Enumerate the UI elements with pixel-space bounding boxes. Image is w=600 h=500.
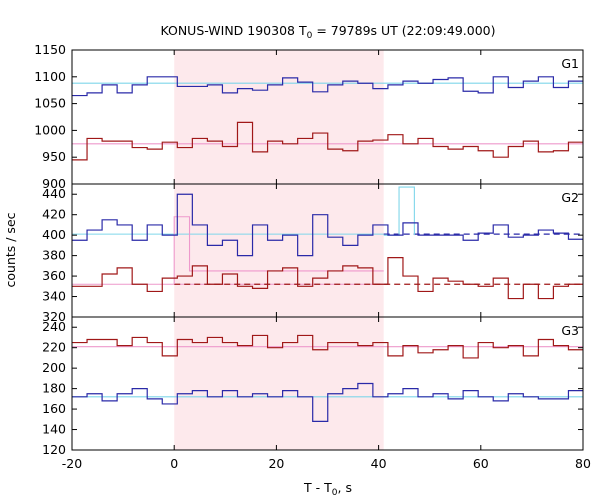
y-axis-label: counts / sec xyxy=(3,212,18,287)
panel-frame xyxy=(71,316,584,451)
y-tick-label: 120 xyxy=(42,442,66,457)
panel-g2: 320 340 360 380 400 420 440 G2 xyxy=(42,183,584,324)
y-tick-label: 180 xyxy=(42,381,66,396)
chart-title: KONUS-WIND 190308 T0 = 79789s UT (22:09:… xyxy=(160,23,495,41)
y-tick-label: 1000 xyxy=(34,122,66,137)
y-tick-label: 340 xyxy=(42,289,66,304)
y-tick-label: 360 xyxy=(42,268,66,283)
panel-plot-area xyxy=(72,334,583,422)
series-blue-step-line xyxy=(72,382,583,422)
series-blue-step-line xyxy=(72,193,583,257)
panel-g3: 120 140 160 180 200 220 240 G3 xyxy=(42,316,584,457)
y-tick-label: 420 xyxy=(42,207,66,222)
y-tick-label: 440 xyxy=(42,186,66,201)
y-tick-label: 900 xyxy=(42,176,66,191)
step-annotation-0 xyxy=(173,216,384,285)
panel-label: G3 xyxy=(561,323,579,338)
y-tick-label: 320 xyxy=(42,309,66,324)
chart-title-suffix: = 79789s UT (22:09:49.000) xyxy=(312,23,495,38)
y-tick-label: 1050 xyxy=(34,96,66,111)
x-axis-label-subscript: 0 xyxy=(332,488,338,498)
y-tick-label: 950 xyxy=(42,149,66,164)
series-red-step-line xyxy=(72,257,583,300)
y-tick-label: 200 xyxy=(42,360,66,375)
x-tick-label: 20 xyxy=(268,456,284,471)
y-tick-label: 240 xyxy=(42,319,66,334)
y-tick-label: 380 xyxy=(42,248,66,263)
x-tick-label: 40 xyxy=(371,456,387,471)
panel-plot-area xyxy=(72,186,583,300)
x-axis-label-prefix: T - T xyxy=(303,480,332,495)
x-axis-label: T - T0, s xyxy=(303,480,352,498)
y-tick-label: 1100 xyxy=(34,69,66,84)
chart-title-prefix: KONUS-WIND 190308 T xyxy=(160,23,306,38)
chart-title-subscript: 0 xyxy=(307,31,313,41)
shaded-interval xyxy=(174,50,384,450)
panel-label: G2 xyxy=(561,190,579,205)
x-tick-label: 60 xyxy=(473,456,489,471)
panel-label: G1 xyxy=(561,56,579,71)
y-tick-label: 220 xyxy=(42,340,66,355)
x-tick-label: 80 xyxy=(575,456,591,471)
x-tick-label: -20 xyxy=(62,456,82,471)
panel-plot-area xyxy=(72,76,583,161)
x-tick-label: 0 xyxy=(170,456,178,471)
series-red-step-line xyxy=(72,121,583,161)
y-tick-label: 160 xyxy=(42,401,66,416)
x-axis-label-suffix: , s xyxy=(338,480,352,495)
y-tick-label: 400 xyxy=(42,227,66,242)
y-tick-label: 140 xyxy=(42,422,66,437)
y-tick-label: 1150 xyxy=(34,42,66,57)
series-red-step-line xyxy=(72,334,583,359)
series-blue-step-line xyxy=(72,76,583,97)
